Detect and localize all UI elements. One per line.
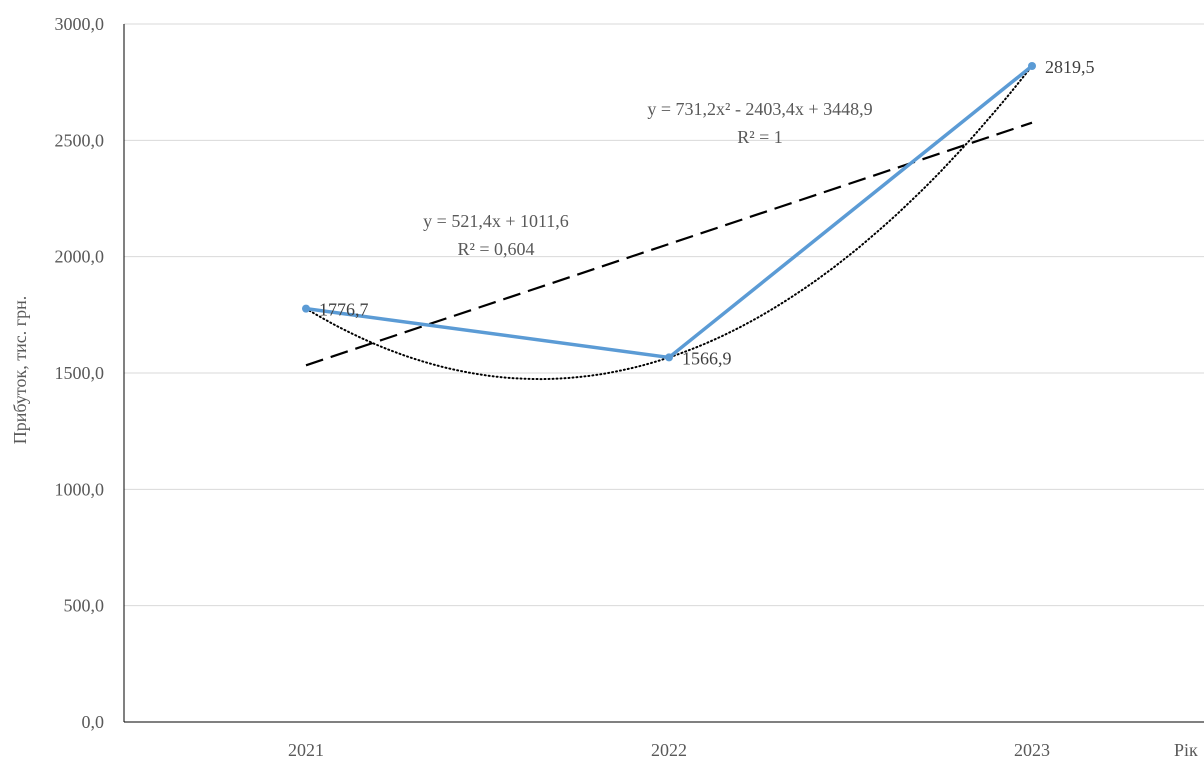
data-series	[302, 61, 1036, 362]
y-tick-label: 1500,0	[55, 363, 105, 383]
polynomial-trendline	[305, 65, 1033, 381]
data-point	[1028, 61, 1036, 70]
data-label: 1566,9	[682, 348, 732, 368]
trendline-equation: y = 731,2x² - 2403,4x + 3448,9	[647, 99, 872, 119]
data-labels: 1776,7 1566,9 2819,5	[319, 57, 1095, 368]
y-tick-labels: 0,0 500,0 1000,0 1500,0 2000,0 2500,0 3000,0	[55, 14, 105, 732]
y-axis-title: Прибуток, тис. грн.	[10, 296, 30, 444]
trendline-equations: y = 521,4x + 1011,6 R² = 0,604 y = 731,2x²…	[423, 99, 872, 259]
trendline-equation: y = 521,4x + 1011,6	[423, 211, 569, 231]
x-axis-title: Рік	[1174, 740, 1198, 758]
x-tick-labels: 2021 2022 2023	[288, 740, 1050, 758]
y-tick-label: 2000,0	[55, 247, 105, 267]
data-point	[302, 304, 310, 313]
y-tick-label: 2500,0	[55, 130, 105, 150]
y-tick-label: 3000,0	[55, 14, 105, 34]
x-tick-label: 2021	[288, 740, 324, 758]
trendline-r-squared: R² = 0,604	[457, 239, 534, 259]
data-point	[665, 353, 673, 362]
trendline-r-squared: R² = 1	[737, 127, 783, 147]
gridlines	[124, 23, 1204, 607]
linear-trendline	[305, 121, 1033, 367]
x-tick-label: 2023	[1014, 740, 1050, 758]
y-tick-label: 1000,0	[55, 479, 105, 499]
y-tick-label: 500,0	[64, 596, 105, 616]
x-tick-label: 2022	[651, 740, 687, 758]
data-label: 2819,5	[1045, 57, 1095, 77]
data-label: 1776,7	[319, 300, 369, 320]
y-tick-label: 0,0	[82, 712, 105, 732]
